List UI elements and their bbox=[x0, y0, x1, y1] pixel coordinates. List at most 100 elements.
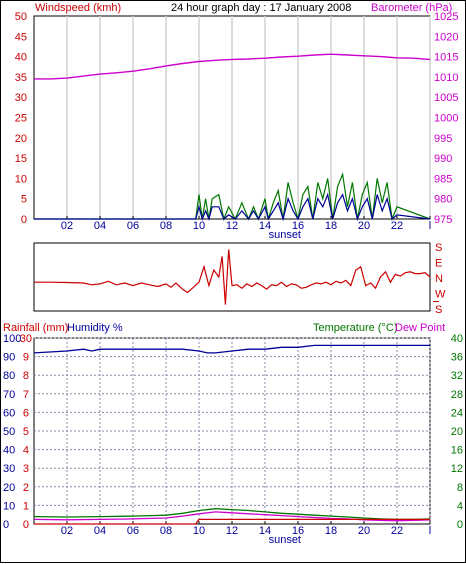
x-tick-label: 12 bbox=[226, 525, 238, 537]
x-tick-label: 18 bbox=[325, 220, 337, 232]
rainfall-tick-label: 3 bbox=[23, 463, 29, 475]
x-tick-label: 04 bbox=[94, 220, 106, 232]
temperature-line bbox=[33, 508, 431, 521]
windspeed-tick-label: 10 bbox=[15, 173, 27, 185]
windspeed-tick-label: 45 bbox=[15, 31, 27, 43]
temperature-tick-label: 8 bbox=[457, 482, 463, 494]
x-tick-label: 16 bbox=[292, 525, 304, 537]
wind-average-line bbox=[34, 192, 431, 222]
windspeed-tick-label: 0 bbox=[21, 214, 27, 226]
barometer-tick-label: 985 bbox=[434, 173, 452, 185]
temperature-tick-label: 4 bbox=[457, 500, 463, 512]
barometer-tick-label: 1005 bbox=[434, 92, 458, 104]
x-tick-label: 20 bbox=[358, 525, 370, 537]
panel2-frame bbox=[33, 242, 431, 312]
windspeed-tick-label: 35 bbox=[15, 72, 27, 84]
barometer-tick-label: 990 bbox=[434, 153, 452, 165]
wind-barometer-panel: 0510152025303540455097598098599099510001… bbox=[15, 11, 459, 241]
barometer-tick-label: 1000 bbox=[434, 113, 458, 125]
humidity-tick-label: 30 bbox=[3, 463, 15, 475]
direction-tick-label: N bbox=[435, 273, 443, 285]
humidity-tick-label: 80 bbox=[3, 370, 15, 382]
x-tick-label: l bbox=[429, 220, 431, 232]
temperature-tick-label: 40 bbox=[451, 333, 463, 345]
temperature-tick-label: 32 bbox=[451, 370, 463, 382]
temperature-tick-label: 16 bbox=[451, 445, 463, 457]
rainfall-tick-label: 6 bbox=[23, 407, 29, 419]
barometer-line bbox=[34, 53, 431, 80]
direction-tick-label: S bbox=[435, 304, 442, 316]
rainfall-tick-label: 9 bbox=[23, 352, 29, 364]
barometer-tick-label: 980 bbox=[434, 194, 452, 206]
temperature-tick-label: 36 bbox=[451, 352, 463, 364]
rainfall-tick-label: 1 bbox=[23, 500, 29, 512]
wind-gust-line bbox=[34, 172, 431, 222]
x-tick-label: 10 bbox=[193, 220, 205, 232]
humidity-tick-label: 70 bbox=[3, 389, 15, 401]
windspeed-tick-label: 30 bbox=[15, 92, 27, 104]
temperature-tick-label: 12 bbox=[451, 463, 463, 475]
humidity-line bbox=[33, 344, 430, 354]
rainfall-cap-label: 30 bbox=[20, 333, 32, 345]
dewpoint-line bbox=[33, 511, 431, 522]
barometer-axis-label: Barometer (hPa) bbox=[371, 2, 452, 14]
direction-tick-label: S bbox=[435, 242, 442, 254]
x-tick-label: 06 bbox=[127, 525, 139, 537]
humidity-tick-label: 40 bbox=[3, 445, 15, 457]
rainfall-tick-label: 5 bbox=[23, 426, 29, 438]
sunset-marker: sunset bbox=[269, 534, 301, 546]
windspeed-tick-label: 40 bbox=[15, 52, 27, 64]
rainfall-axis-label: Rainfall (mm) bbox=[3, 322, 68, 334]
x-tick-label: 08 bbox=[160, 220, 172, 232]
x-tick-label: 14 bbox=[259, 220, 271, 232]
humidity-tick-label: 20 bbox=[3, 482, 15, 494]
rainfall-tick-label: 7 bbox=[23, 389, 29, 401]
rainfall-tick-label: 4 bbox=[23, 445, 29, 457]
chart-title: 24 hour graph day : 17 January 2008 bbox=[171, 2, 351, 14]
rainfall-tick-label: 8 bbox=[23, 370, 29, 382]
wind-direction-line bbox=[34, 249, 431, 305]
temperature-tick-label: 0 bbox=[457, 519, 463, 531]
barometer-tick-label: 1025 bbox=[434, 11, 458, 23]
x-tick-label: 22 bbox=[391, 220, 403, 232]
barometer-tick-label: 1015 bbox=[434, 52, 458, 64]
windspeed-axis-label: Windspeed (kmh) bbox=[35, 2, 121, 14]
dewpoint-axis-label: Dew Point bbox=[395, 322, 445, 334]
humidity-axis-label: Humidity % bbox=[67, 322, 123, 334]
x-tick-label: 12 bbox=[226, 220, 238, 232]
x-tick-label: l bbox=[429, 525, 431, 537]
windspeed-tick-label: 50 bbox=[15, 11, 27, 23]
sunset-marker: sunset bbox=[269, 229, 301, 241]
x-tick-label: 02 bbox=[61, 220, 73, 232]
x-tick-label: 22 bbox=[391, 525, 403, 537]
temperature-axis-label: Temperature (°C) bbox=[313, 322, 397, 334]
x-tick-label: 20 bbox=[358, 220, 370, 232]
x-tick-label: 08 bbox=[160, 525, 172, 537]
humidity-tick-label: 90 bbox=[3, 352, 15, 364]
x-tick-label: 10 bbox=[193, 525, 205, 537]
temperature-tick-label: 24 bbox=[451, 407, 463, 419]
windspeed-tick-label: 25 bbox=[15, 113, 27, 125]
humidity-tick-label: 100 bbox=[3, 333, 21, 345]
humidity-tick-label: 10 bbox=[3, 500, 15, 512]
x-tick-label: 14 bbox=[259, 525, 271, 537]
barometer-tick-label: 1020 bbox=[434, 31, 458, 43]
temperature-humidity-panel: 0102030405060708090100012345678930048121… bbox=[3, 333, 463, 546]
temperature-tick-label: 28 bbox=[451, 389, 463, 401]
x-tick-label: 04 bbox=[94, 525, 106, 537]
rainfall-line bbox=[34, 518, 430, 525]
direction-tick-label: E bbox=[435, 258, 442, 270]
x-tick-label: 16 bbox=[292, 220, 304, 232]
rainfall-tick-label: 0 bbox=[23, 519, 29, 531]
barometer-tick-label: 1010 bbox=[434, 72, 458, 84]
windspeed-tick-label: 20 bbox=[15, 133, 27, 145]
rainfall-tick-label: 2 bbox=[23, 482, 29, 494]
temperature-tick-label: 20 bbox=[451, 426, 463, 438]
windspeed-tick-label: 15 bbox=[15, 153, 27, 165]
humidity-tick-label: 50 bbox=[3, 426, 15, 438]
barometer-tick-label: 995 bbox=[434, 133, 452, 145]
direction-tick-label: W bbox=[435, 289, 446, 301]
